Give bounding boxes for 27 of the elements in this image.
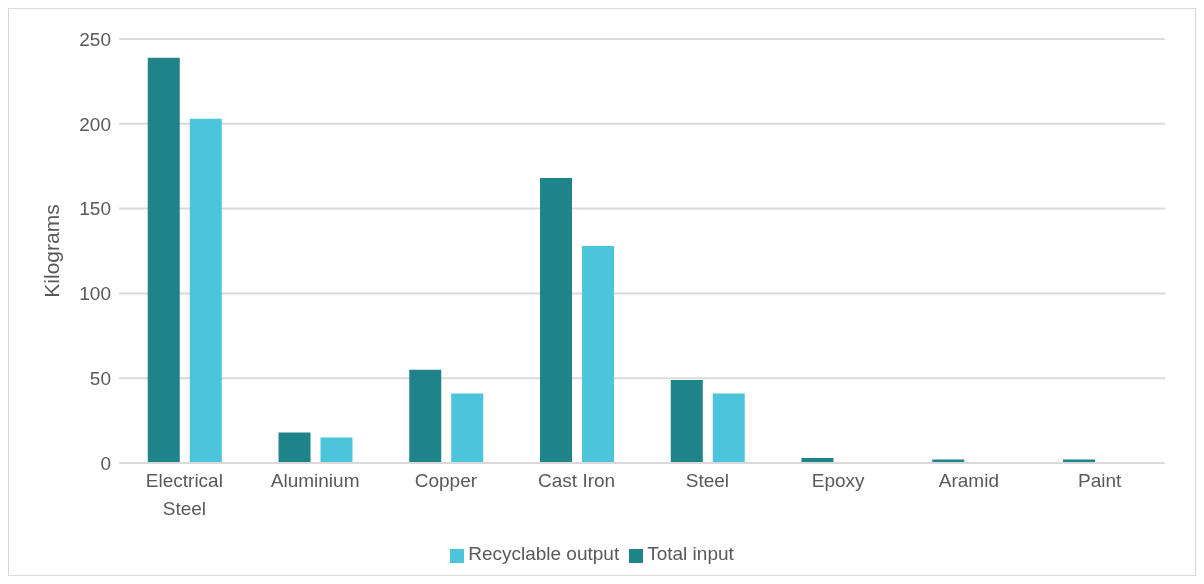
bar [147, 57, 180, 463]
y-tick-label: 150 [79, 198, 111, 220]
y-tick-label: 200 [79, 113, 111, 135]
bar [278, 432, 311, 463]
x-tick-label: Copper [414, 470, 478, 491]
legend-label: Total input [647, 543, 734, 564]
x-tick-label: Steel [685, 470, 730, 491]
bar [670, 379, 703, 463]
x-tick-label: Aluminium [270, 470, 360, 491]
y-tick-label: 50 [89, 367, 111, 389]
x-tick-label: Electrical Steel [145, 470, 223, 519]
legend-label: Recyclable output [468, 543, 620, 564]
bar [582, 245, 615, 463]
x-tick-label: Epoxy [811, 470, 866, 491]
bar [189, 118, 222, 463]
y-tick-label: 100 [79, 283, 111, 305]
bar [409, 369, 442, 463]
x-tick-label: Paint [1077, 470, 1122, 491]
y-axis-title: Kilograms [40, 204, 64, 298]
bar [451, 393, 484, 463]
y-tick-label: 250 [79, 28, 111, 50]
y-tick-label: 0 [100, 452, 111, 474]
bar [320, 437, 353, 463]
bar [712, 393, 745, 463]
x-tick-label: Aramid [938, 470, 999, 491]
x-tick-label: Cast Iron [538, 470, 616, 491]
bar [540, 178, 573, 463]
